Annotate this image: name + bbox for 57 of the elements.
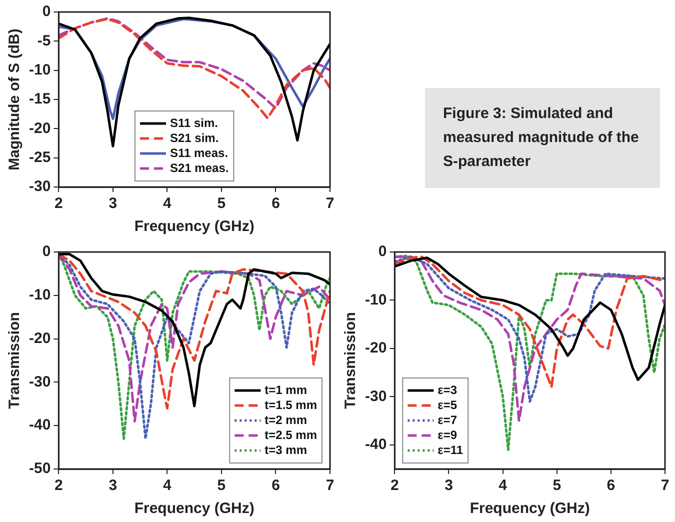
x-tick-label: 6 xyxy=(606,477,616,494)
y-tick-label: -25 xyxy=(28,148,51,166)
y-tick-label: -20 xyxy=(28,330,51,347)
y-tick-label: -30 xyxy=(364,388,387,405)
legend-label: t=2.5 mm xyxy=(264,428,317,442)
x-tick-label: 4 xyxy=(163,195,172,212)
legend-label: t=2 mm xyxy=(264,412,307,427)
y-tick-label: -40 xyxy=(28,416,51,434)
x-axis-title: Frequency (GHz) xyxy=(134,500,254,518)
y-tick-label: -30 xyxy=(28,178,51,196)
y-tick-label: -5 xyxy=(37,32,51,50)
legend-label: S21 sim. xyxy=(170,130,219,145)
legend-label: t=1.5 mm xyxy=(264,398,317,412)
y-tick-label: -50 xyxy=(28,460,51,478)
x-axis-title: Frequency (GHz) xyxy=(134,218,254,236)
legend-label: S21 meas. xyxy=(170,160,229,175)
y-axis-title: Transmission xyxy=(342,312,360,409)
x-tick-label: 3 xyxy=(444,477,453,494)
x-tick-label: 2 xyxy=(54,477,63,494)
y-tick-label: -40 xyxy=(364,436,387,454)
x-tick-label: 7 xyxy=(660,477,670,494)
y-tick-label: -20 xyxy=(364,340,387,357)
x-tick-label: 4 xyxy=(498,477,508,494)
y-tick-label: -30 xyxy=(28,373,51,390)
legend-label: ε=7 xyxy=(438,412,458,427)
y-tick-label: -15 xyxy=(28,90,51,108)
x-tick-label: 3 xyxy=(108,195,118,212)
x-tick-label: 5 xyxy=(217,195,226,212)
x-tick-label: 4 xyxy=(163,477,172,494)
legend-label: ε=3 xyxy=(438,382,458,397)
x-tick-label: 2 xyxy=(390,477,399,494)
x-tick-label: 7 xyxy=(326,195,334,212)
x-tick-label: 6 xyxy=(272,195,280,212)
x-tick-label: 5 xyxy=(552,477,562,494)
legend-label: t=1 mm xyxy=(264,382,307,397)
text: Figure 3: Simulated and measured magnitude of the S-parameter xyxy=(443,104,640,172)
legend-label: S11 meas. xyxy=(170,146,228,160)
legend-label: ε=11 xyxy=(438,442,464,457)
y-tick-label: -10 xyxy=(28,286,51,304)
legend-label: S11 sim. xyxy=(170,116,218,130)
x-tick-label: 5 xyxy=(217,477,226,494)
y-axis-title: Transmission xyxy=(6,312,24,409)
x-tick-label: 6 xyxy=(272,477,280,494)
y-tick-label: -20 xyxy=(28,120,51,137)
y-tick-label: 0 xyxy=(42,243,51,260)
x-tick-label: 2 xyxy=(54,195,63,212)
y-axis-title: Magnitude of S (dB) xyxy=(6,28,24,170)
legend-label: ε=9 xyxy=(438,428,458,442)
x-tick-label: 7 xyxy=(326,477,334,494)
y-tick-label: 0 xyxy=(378,243,387,260)
x-axis-title: Frequency (GHz) xyxy=(470,500,590,518)
legend-label: t=3 mm xyxy=(264,442,307,457)
y-tick-label: -10 xyxy=(28,61,51,78)
y-tick-label: 0 xyxy=(42,3,51,20)
y-tick-label: -10 xyxy=(364,291,387,308)
legend-label: ε=5 xyxy=(438,398,458,412)
x-tick-label: 3 xyxy=(108,477,118,494)
